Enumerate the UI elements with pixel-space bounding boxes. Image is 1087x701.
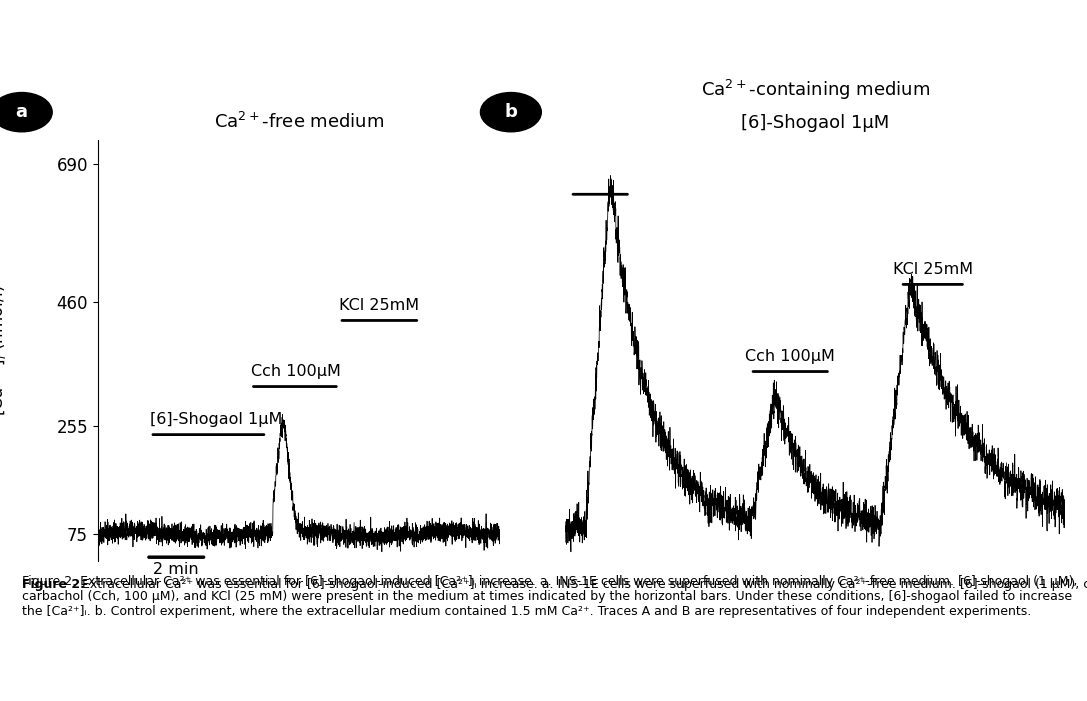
- Text: Ca$^{2+}$-containing medium: Ca$^{2+}$-containing medium: [701, 79, 929, 102]
- Text: b: b: [504, 103, 517, 121]
- Text: Extracellular Ca²⁺ was essential for [6]-shogaol-induced [Ca²⁺]ᵢ increase. a. IN: Extracellular Ca²⁺ was essential for [6]…: [78, 578, 1087, 592]
- Text: Cch 100μM: Cch 100μM: [251, 365, 340, 379]
- Text: a: a: [15, 103, 28, 121]
- Text: Figure 2. Extracellular Ca²⁺ was essential for [6]-shogaol-induced [Ca²⁺]ᵢ incre: Figure 2. Extracellular Ca²⁺ was essenti…: [22, 575, 1077, 618]
- Text: KCl 25mM: KCl 25mM: [892, 262, 973, 277]
- Text: KCl 25mM: KCl 25mM: [339, 298, 420, 313]
- Text: Ca$^{2+}$-free medium: Ca$^{2+}$-free medium: [214, 111, 384, 132]
- Text: [6]-Shogaol 1μM: [6]-Shogaol 1μM: [741, 114, 889, 132]
- Y-axis label: [Ca$^{2+}$]$_i$ (nmol/l): [Ca$^{2+}$]$_i$ (nmol/l): [0, 285, 10, 416]
- Text: 2 min: 2 min: [153, 562, 199, 577]
- Text: Figure 2.: Figure 2.: [22, 578, 85, 592]
- Text: [6]-Shogaol 1μM: [6]-Shogaol 1μM: [150, 412, 283, 428]
- Text: Cch 100μM: Cch 100μM: [746, 349, 835, 365]
